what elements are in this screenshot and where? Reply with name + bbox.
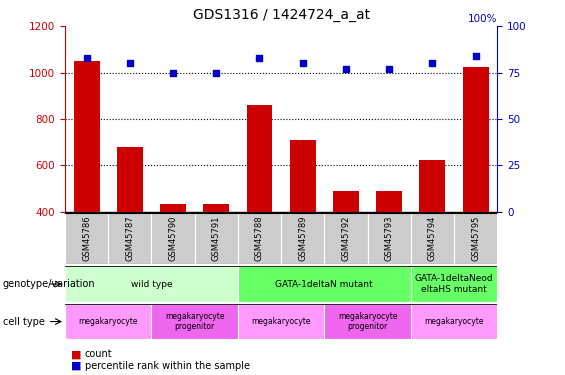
Bar bbox=[108, 213, 151, 264]
Bar bbox=[419, 160, 445, 304]
Text: ■: ■ bbox=[71, 361, 81, 370]
Text: cell type: cell type bbox=[3, 316, 45, 327]
Point bbox=[255, 55, 264, 61]
Bar bbox=[454, 213, 497, 264]
Point bbox=[298, 60, 307, 66]
Bar bbox=[151, 304, 238, 339]
Bar bbox=[463, 67, 489, 305]
Bar bbox=[367, 213, 411, 264]
Text: GATA-1deltaNeod
eltaHS mutant: GATA-1deltaNeod eltaHS mutant bbox=[415, 274, 493, 294]
Bar bbox=[376, 191, 402, 304]
Text: GSM45791: GSM45791 bbox=[212, 216, 221, 261]
Text: GSM45788: GSM45788 bbox=[255, 216, 264, 261]
Bar bbox=[411, 304, 497, 339]
Bar bbox=[151, 213, 194, 264]
Text: megakaryocyte: megakaryocyte bbox=[251, 317, 311, 326]
Text: genotype/variation: genotype/variation bbox=[3, 279, 95, 289]
Bar bbox=[324, 213, 368, 264]
Point bbox=[168, 70, 177, 76]
Bar bbox=[290, 140, 316, 304]
Text: GSM45786: GSM45786 bbox=[82, 216, 91, 261]
Title: GDS1316 / 1424724_a_at: GDS1316 / 1424724_a_at bbox=[193, 9, 370, 22]
Text: megakaryocyte
progenitor: megakaryocyte progenitor bbox=[338, 312, 397, 331]
Point bbox=[385, 66, 394, 72]
Text: GATA-1deltaN mutant: GATA-1deltaN mutant bbox=[276, 280, 373, 289]
Text: GSM45787: GSM45787 bbox=[125, 216, 134, 261]
Text: megakaryocyte
progenitor: megakaryocyte progenitor bbox=[165, 312, 224, 331]
Text: megakaryocyte: megakaryocyte bbox=[79, 317, 138, 326]
Point bbox=[471, 53, 480, 59]
Bar bbox=[65, 304, 151, 339]
Bar bbox=[333, 191, 359, 304]
Bar bbox=[203, 204, 229, 304]
Text: megakaryocyte: megakaryocyte bbox=[424, 317, 484, 326]
Point bbox=[82, 55, 91, 61]
Text: GSM45792: GSM45792 bbox=[341, 216, 350, 261]
Point bbox=[212, 70, 221, 76]
Bar bbox=[324, 304, 411, 339]
Bar bbox=[238, 266, 411, 302]
Text: GSM45795: GSM45795 bbox=[471, 216, 480, 261]
Text: GSM45789: GSM45789 bbox=[298, 216, 307, 261]
Text: percentile rank within the sample: percentile rank within the sample bbox=[85, 361, 250, 370]
Bar bbox=[117, 147, 143, 304]
Bar bbox=[238, 304, 324, 339]
Bar bbox=[411, 266, 497, 302]
Point bbox=[341, 66, 350, 72]
Text: GSM45790: GSM45790 bbox=[168, 216, 177, 261]
Bar bbox=[238, 213, 281, 264]
Text: GSM45794: GSM45794 bbox=[428, 216, 437, 261]
Text: count: count bbox=[85, 350, 112, 359]
Text: ■: ■ bbox=[71, 350, 81, 359]
Bar bbox=[160, 204, 186, 304]
Bar bbox=[73, 61, 99, 304]
Bar bbox=[65, 266, 238, 302]
Bar bbox=[65, 213, 108, 264]
Bar bbox=[281, 213, 324, 264]
Bar bbox=[194, 213, 238, 264]
Text: wild type: wild type bbox=[131, 280, 172, 289]
Point bbox=[125, 60, 134, 66]
Point bbox=[428, 60, 437, 66]
Text: GSM45793: GSM45793 bbox=[385, 216, 394, 261]
Text: 100%: 100% bbox=[468, 14, 497, 24]
Bar bbox=[411, 213, 454, 264]
Bar bbox=[246, 105, 272, 304]
